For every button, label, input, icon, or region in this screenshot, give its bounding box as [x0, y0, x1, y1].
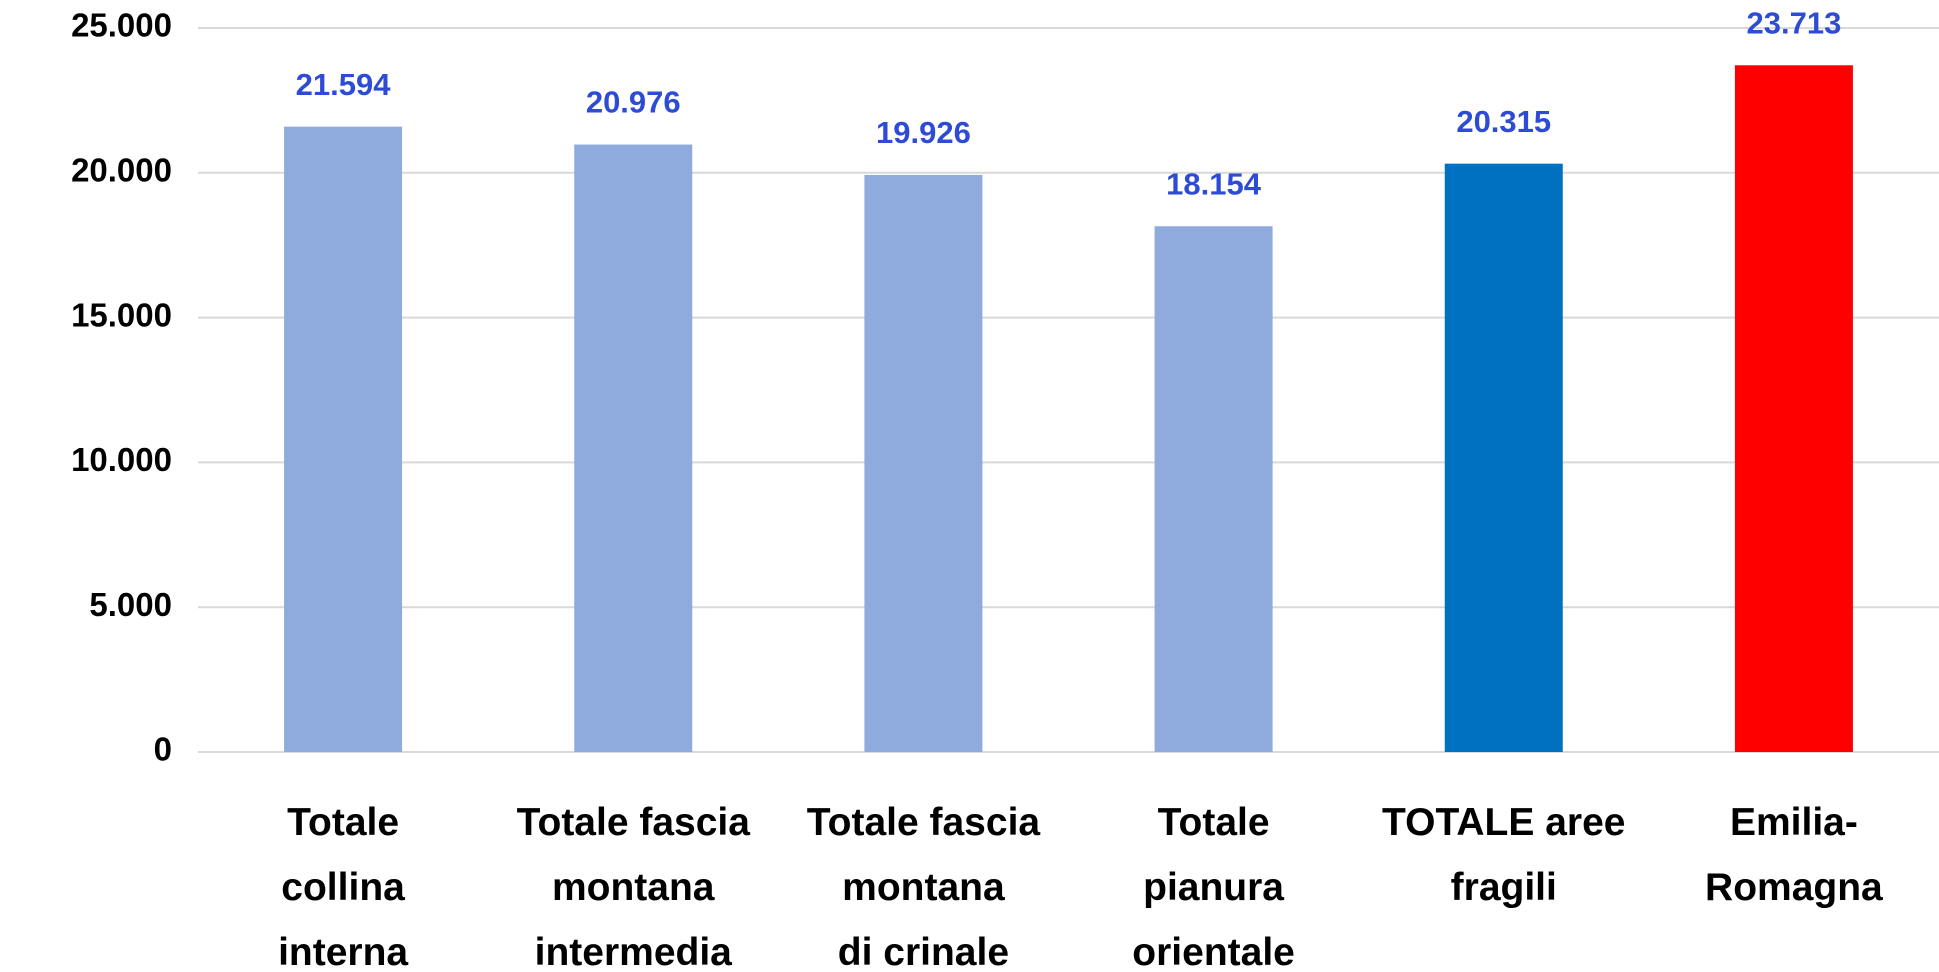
bar [574, 144, 693, 752]
y-tick-label: 10.000 [71, 441, 172, 478]
x-tick-label: Totale collina interna [278, 801, 409, 972]
value-label: 20.315 [1456, 104, 1551, 139]
y-tick-label: 25.000 [71, 7, 172, 44]
value-label: 19.926 [876, 115, 971, 150]
value-label: 18.154 [1166, 166, 1262, 201]
value-label: 23.713 [1747, 5, 1842, 40]
bar [864, 174, 983, 752]
y-tick-label: 15.000 [71, 296, 172, 333]
bar [1154, 226, 1273, 753]
value-label: 21.594 [296, 67, 392, 102]
value-label: 20.976 [586, 85, 681, 120]
y-tick-label: 0 [154, 731, 172, 768]
y-tick-label: 20.000 [71, 152, 172, 189]
x-tick-label: Totale fascia montana di crinale [806, 801, 1041, 972]
x-tick-label: Totale pianura orientale [1132, 801, 1295, 972]
x-tick-label: TOTALE aree fragili [1382, 801, 1626, 909]
x-tick-label: Totale fascia montana intermedia [516, 801, 750, 972]
bar [284, 126, 403, 752]
x-tick-label: Emilia- Romagna [1705, 801, 1883, 909]
y-tick-label: 5.000 [89, 586, 172, 623]
bar [1444, 163, 1563, 752]
bar [1734, 65, 1853, 752]
